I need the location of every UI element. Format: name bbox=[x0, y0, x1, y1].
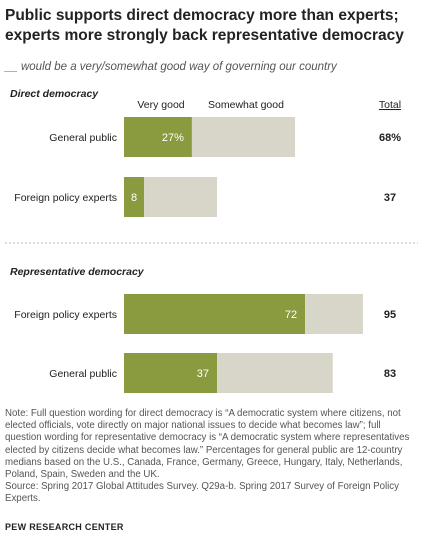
value-label-total: 83 bbox=[384, 368, 396, 380]
value-label-total: 37 bbox=[384, 192, 396, 204]
chart-title: Public supports direct democracy more th… bbox=[5, 7, 404, 44]
row-label: General public bbox=[49, 368, 117, 380]
value-label-very-good: 27% bbox=[162, 132, 184, 144]
chart-subtitle: __ would be a very/somewhat good way of … bbox=[5, 61, 337, 73]
brand-logo-text: PEW RESEARCH CENTER bbox=[5, 522, 124, 532]
value-label-total: 95 bbox=[384, 309, 396, 321]
bar-very-good bbox=[124, 294, 306, 334]
legend-somewhat-good: Somewhat good bbox=[208, 99, 284, 111]
total-header: Total bbox=[379, 99, 401, 111]
row-label: Foreign policy experts bbox=[14, 309, 117, 321]
row-label: Foreign policy experts bbox=[14, 192, 117, 204]
bar-very-good bbox=[124, 353, 218, 393]
value-label-very-good: 37 bbox=[197, 368, 209, 380]
source-text: Source: Spring 2017 Global Attitudes Sur… bbox=[5, 481, 399, 505]
note-text: Note: Full question wording for direct d… bbox=[5, 408, 410, 481]
group-title: Direct democracy bbox=[10, 88, 99, 100]
chart-notes: Note: Full question wording for direct d… bbox=[5, 408, 418, 506]
bar-somewhat-good bbox=[191, 117, 296, 157]
row-label: General public bbox=[49, 132, 117, 144]
legend-very-good: Very good bbox=[137, 99, 184, 111]
stacked-bar-chart: Very good Somewhat good Total Direct democr… bbox=[5, 88, 418, 393]
bar-very-good bbox=[124, 177, 145, 217]
value-label-very-good: 8 bbox=[131, 192, 137, 204]
group-title: Representative democracy bbox=[10, 266, 145, 278]
bar-somewhat-good bbox=[305, 294, 363, 334]
bar-somewhat-good bbox=[144, 177, 218, 217]
value-label-very-good: 72 bbox=[285, 309, 297, 321]
bar-very-good bbox=[124, 117, 192, 157]
value-label-total: 68% bbox=[379, 132, 401, 144]
bar-somewhat-good bbox=[217, 353, 333, 393]
